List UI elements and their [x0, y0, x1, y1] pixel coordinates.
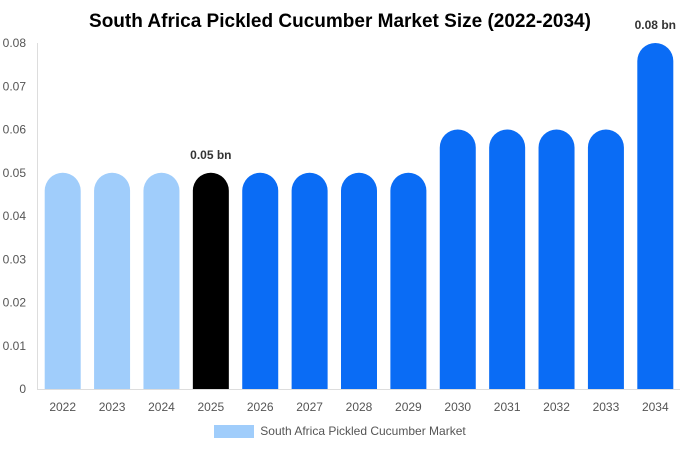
- legend[interactable]: South Africa Pickled Cucumber Market: [0, 424, 680, 438]
- bar-2034[interactable]: [637, 43, 674, 389]
- data-label-2034: 0.08 bn: [635, 18, 676, 32]
- y-tick-label: 0.02: [3, 296, 27, 310]
- x-tick-label: 2022: [49, 400, 76, 414]
- bar-2031[interactable]: [489, 129, 526, 389]
- y-tick-label: 0.05: [3, 166, 27, 180]
- y-tick-label: 0.07: [3, 79, 27, 93]
- legend-swatch: [214, 424, 255, 438]
- y-tick-label: 0.03: [3, 252, 27, 266]
- y-tick-label: 0.01: [3, 339, 27, 353]
- bar-2030[interactable]: [439, 129, 476, 390]
- bar-2029[interactable]: [390, 172, 427, 389]
- y-axis-ticks: 0 0.01 0.02 0.03 0.04 0.05 0.06 0.07 0.08: [3, 36, 27, 396]
- y-tick-label: 0: [19, 382, 26, 396]
- x-tick-label: 2030: [444, 400, 471, 414]
- data-labels-group: 0.05 bn 0.08 bn: [190, 18, 676, 162]
- x-tick-label: 2029: [395, 400, 422, 414]
- chart-title: South Africa Pickled Cucumber Market Siz…: [89, 11, 591, 32]
- y-tick-label: 0.04: [3, 209, 27, 223]
- x-tick-label: 2033: [593, 400, 620, 414]
- bars-group: [44, 43, 674, 390]
- x-tick-label: 2034: [642, 400, 669, 414]
- bar-2027[interactable]: [291, 172, 328, 389]
- bar-2024[interactable]: [143, 172, 180, 389]
- bar-2032[interactable]: [538, 129, 575, 390]
- x-tick-label: 2025: [197, 400, 224, 414]
- bar-2028[interactable]: [341, 172, 377, 389]
- y-tick-label: 0.06: [3, 123, 27, 137]
- x-tick-label: 2028: [346, 400, 373, 414]
- bar-2025[interactable]: [192, 172, 229, 389]
- x-tick-label: 2032: [543, 400, 570, 414]
- legend-label: South Africa Pickled Cucumber Market: [260, 424, 466, 438]
- x-tick-label: 2023: [99, 400, 126, 414]
- bar-2026[interactable]: [242, 172, 279, 389]
- x-axis-ticks: 2022 2023 2024 2025 2026 2027 2028 2029 2030 2031…: [49, 400, 669, 414]
- bar-2023[interactable]: [94, 172, 131, 389]
- x-tick-label: 2027: [296, 400, 323, 414]
- x-tick-label: 2024: [148, 400, 175, 414]
- data-label-2025: 0.05 bn: [190, 148, 231, 162]
- bar-2022[interactable]: [44, 172, 81, 389]
- bar-2033[interactable]: [587, 129, 624, 390]
- x-tick-label: 2026: [247, 400, 274, 414]
- x-tick-label: 2031: [494, 400, 521, 414]
- y-tick-label: 0.08: [3, 36, 27, 50]
